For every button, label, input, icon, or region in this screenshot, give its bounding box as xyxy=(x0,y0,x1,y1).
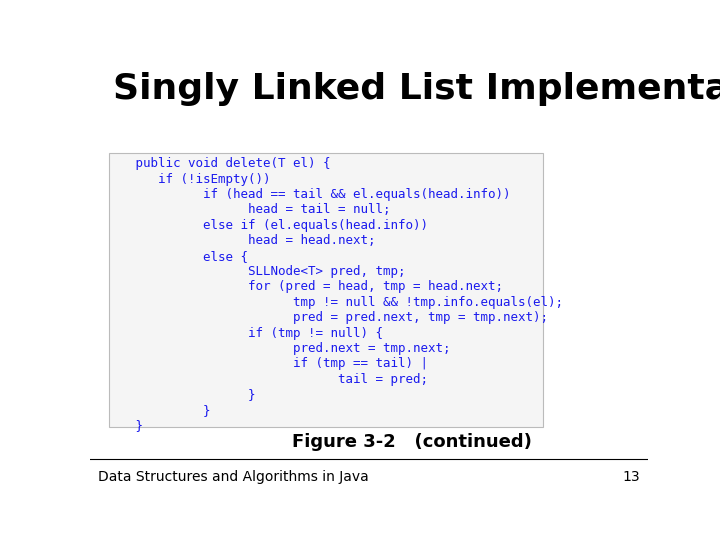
Text: public void delete(T el) {: public void delete(T el) { xyxy=(113,157,330,170)
Text: SLLNode<T> pred, tmp;: SLLNode<T> pred, tmp; xyxy=(113,265,406,278)
Text: if (tmp != null) {: if (tmp != null) { xyxy=(113,327,383,340)
Text: 13: 13 xyxy=(623,470,640,484)
Text: }: } xyxy=(113,388,256,401)
Text: head = head.next;: head = head.next; xyxy=(113,234,376,247)
Text: }: } xyxy=(113,403,211,416)
Text: }: } xyxy=(113,419,143,432)
Text: if (head == tail && el.equals(head.info)): if (head == tail && el.equals(head.info)… xyxy=(113,188,510,201)
Text: else {: else { xyxy=(113,249,248,262)
FancyBboxPatch shape xyxy=(109,153,544,427)
Text: for (pred = head, tmp = head.next;: for (pred = head, tmp = head.next; xyxy=(113,280,503,293)
Text: tail = pred;: tail = pred; xyxy=(113,373,428,386)
Text: pred = pred.next, tmp = tmp.next);: pred = pred.next, tmp = tmp.next); xyxy=(113,311,548,324)
Text: if (tmp == tail) |: if (tmp == tail) | xyxy=(113,357,428,370)
Text: if (!isEmpty()): if (!isEmpty()) xyxy=(113,173,271,186)
Text: else if (el.equals(head.info)): else if (el.equals(head.info)) xyxy=(113,219,428,232)
Text: head = tail = null;: head = tail = null; xyxy=(113,204,391,217)
Text: Figure 3-2   (continued): Figure 3-2 (continued) xyxy=(292,433,531,451)
Text: Data Structures and Algorithms in Java: Data Structures and Algorithms in Java xyxy=(98,470,369,484)
Text: pred.next = tmp.next;: pred.next = tmp.next; xyxy=(113,342,451,355)
Text: tmp != null && !tmp.info.equals(el);: tmp != null && !tmp.info.equals(el); xyxy=(113,296,563,309)
Text: Singly Linked List Implementation ..: Singly Linked List Implementation .. xyxy=(113,72,720,106)
